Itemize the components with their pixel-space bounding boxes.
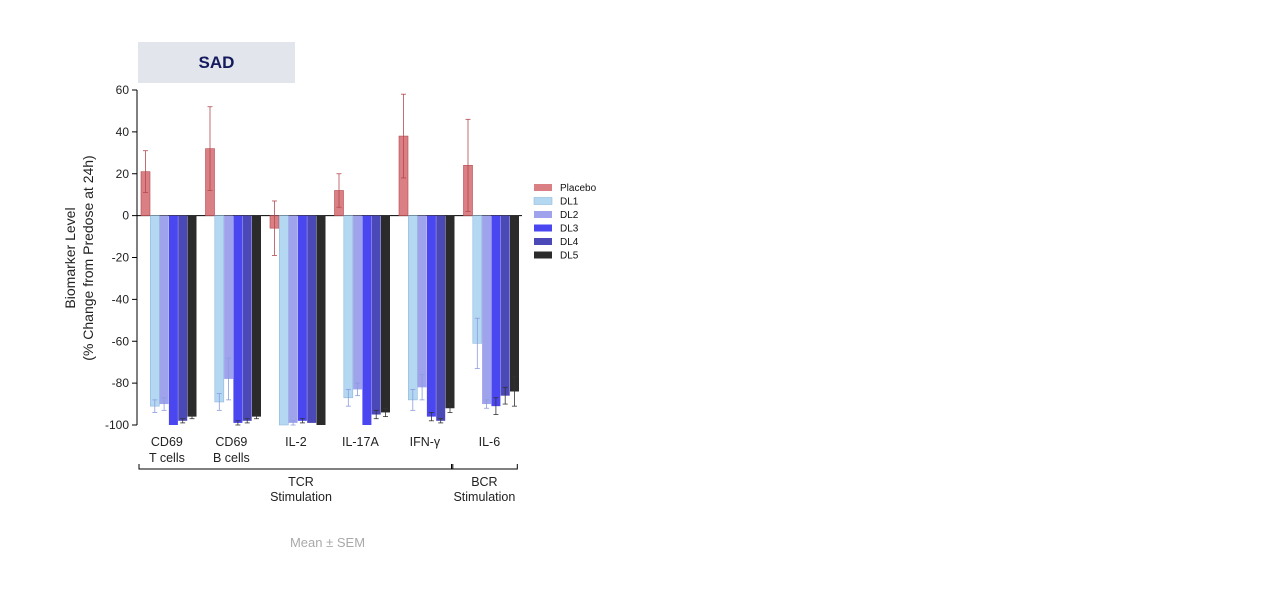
bar: [343, 215, 354, 399]
bar: [362, 215, 372, 425]
x-category-label: IFN-γ: [410, 435, 441, 449]
bar: [407, 215, 418, 401]
x-category-label: CD69: [151, 435, 183, 449]
legend-swatch: [534, 211, 552, 218]
footnote: Mean ± SEM: [289, 535, 366, 550]
legend-swatch: [534, 238, 552, 245]
y-tick-label: 60: [116, 83, 130, 97]
group-bracket: [451, 464, 518, 470]
legend-swatch: [534, 251, 552, 259]
bar: [297, 215, 307, 421]
bar: [381, 215, 390, 413]
group-label: BCR: [471, 475, 497, 489]
x-category-sublabel: B cells: [213, 451, 250, 465]
x-category-sublabel: T cells: [149, 451, 185, 465]
x-category-label: CD69: [215, 435, 247, 449]
legend-label: DL3: [560, 224, 579, 235]
group-sublabel: Stimulation: [453, 490, 515, 504]
legend-swatch: [533, 197, 553, 205]
bar: [510, 215, 519, 392]
bar: [178, 215, 188, 421]
panel-title-box: SAD: [138, 42, 295, 83]
bar: [214, 215, 225, 403]
bar: [307, 215, 317, 423]
bar: [224, 215, 234, 379]
x-category-label: IL-2: [285, 435, 307, 449]
bar: [445, 215, 455, 409]
y-tick-label: 20: [116, 167, 130, 181]
group-sublabel: Stimulation: [270, 490, 332, 504]
x-category-label: IL-6: [479, 435, 501, 449]
legend-label: DL4: [560, 237, 579, 248]
y-tick-label: 0: [122, 209, 129, 223]
bar: [187, 215, 197, 417]
bar: [371, 215, 381, 415]
bar: [436, 215, 446, 421]
group-label: TCR: [288, 475, 314, 489]
bar: [252, 215, 261, 417]
legend-label: Placebo: [560, 183, 597, 194]
legend-label: DL5: [560, 251, 579, 262]
y-tick-label: 40: [116, 125, 130, 139]
bar: [500, 215, 510, 396]
bar: [159, 215, 169, 405]
y-tick-label: -80: [112, 376, 130, 390]
bar: [417, 215, 427, 388]
bar: [233, 215, 243, 423]
y-tick-label: -60: [112, 334, 130, 348]
y-axis-subtitle: (% Change from Predose at 24h): [80, 155, 96, 360]
y-axis-title: Biomarker Level: [62, 207, 78, 308]
legend-label: DL1: [560, 197, 579, 208]
bar: [150, 215, 160, 407]
bar: [491, 215, 501, 407]
bar: [482, 215, 492, 405]
panel-title: SAD: [198, 52, 235, 72]
legend-label: DL2: [560, 210, 579, 221]
bar: [426, 215, 436, 417]
y-tick-label: -40: [112, 292, 130, 306]
bar: [278, 215, 289, 426]
x-category-label: IL-17A: [342, 435, 379, 449]
y-tick-label: -20: [112, 251, 130, 265]
y-tick-label: -100: [105, 418, 129, 432]
group-bracket: [138, 464, 454, 470]
legend-swatch: [534, 184, 552, 191]
legend-swatch: [534, 224, 552, 232]
bar: [353, 215, 363, 390]
bar: [288, 215, 298, 423]
bar: [316, 215, 326, 425]
bar: [168, 215, 178, 425]
bar: [242, 215, 252, 421]
